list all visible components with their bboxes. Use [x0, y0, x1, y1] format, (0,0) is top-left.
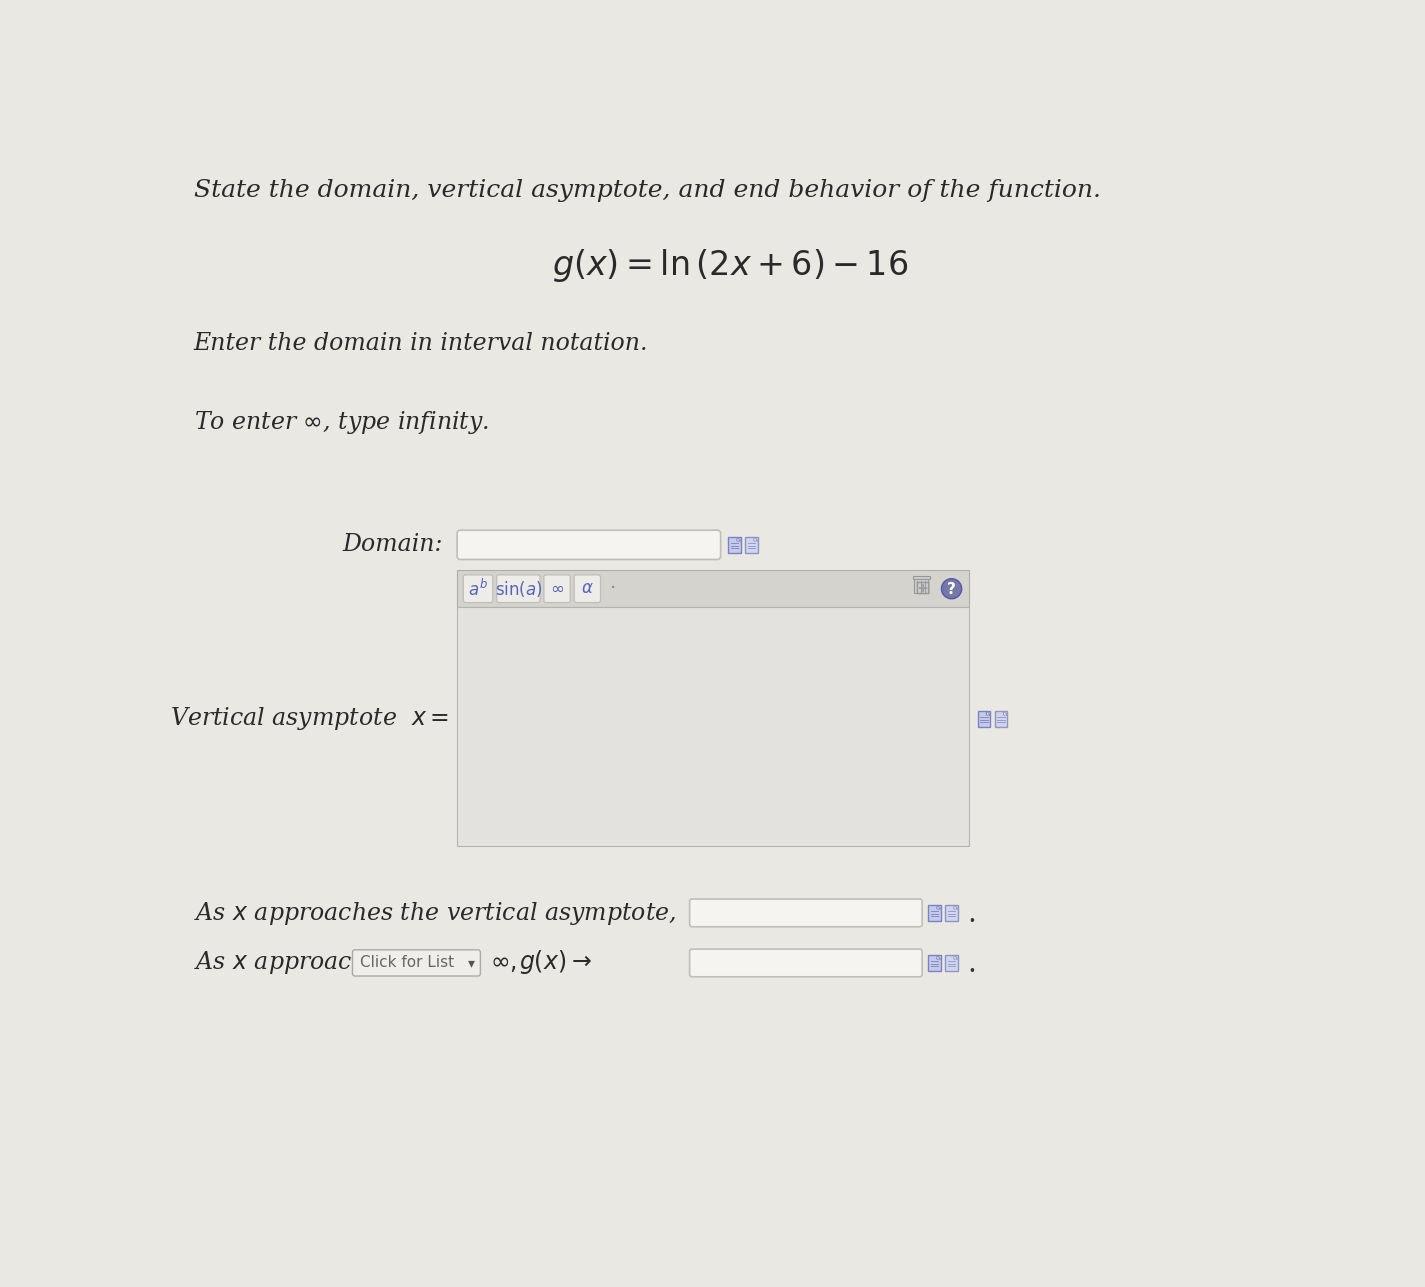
Bar	[945, 955, 958, 970]
Text: .: .	[968, 901, 976, 928]
Polygon shape	[754, 537, 758, 541]
Text: State the domain, vertical asymptote, and end behavior of the function.: State the domain, vertical asymptote, an…	[194, 179, 1100, 202]
Circle shape	[942, 579, 962, 598]
Text: $\infty,$: $\infty,$	[490, 951, 516, 974]
Text: ⊞: ⊞	[913, 579, 931, 598]
Text: Vertical asymptote  $x =$: Vertical asymptote $x =$	[171, 705, 449, 732]
FancyBboxPatch shape	[544, 575, 570, 602]
Text: Enter the domain in interval notation.: Enter the domain in interval notation.	[194, 332, 648, 354]
Bar	[928, 905, 941, 920]
Text: ·: ·	[610, 579, 616, 598]
FancyBboxPatch shape	[457, 530, 721, 560]
FancyBboxPatch shape	[497, 575, 540, 602]
Polygon shape	[936, 905, 940, 909]
FancyBboxPatch shape	[352, 950, 480, 976]
Text: Domain:: Domain:	[342, 533, 443, 556]
Bar	[945, 905, 958, 920]
Bar	[457, 570, 969, 607]
Bar	[913, 577, 931, 579]
Bar	[728, 537, 741, 552]
Text: Click for List: Click for List	[361, 955, 455, 970]
Bar	[745, 537, 758, 552]
Text: $\infty$: $\infty$	[550, 580, 564, 597]
Bar	[915, 578, 928, 593]
Text: $g\left(x\right) \rightarrow$: $g\left(x\right) \rightarrow$	[519, 949, 591, 976]
Bar	[995, 712, 1007, 727]
Text: $a^b$: $a^b$	[469, 578, 487, 600]
Text: ?: ?	[948, 582, 956, 597]
Bar	[457, 607, 969, 846]
FancyBboxPatch shape	[574, 575, 600, 602]
Text: To enter $\infty$, type infinity.: To enter $\infty$, type infinity.	[194, 408, 489, 435]
Polygon shape	[1003, 712, 1007, 716]
Text: As $x$ approaches: As $x$ approaches	[194, 950, 393, 977]
Text: .: .	[968, 951, 976, 978]
Polygon shape	[737, 537, 741, 541]
Text: $\alpha$: $\alpha$	[581, 580, 594, 597]
Polygon shape	[953, 905, 958, 909]
Text: ▾: ▾	[467, 956, 475, 970]
Bar	[928, 955, 941, 970]
Polygon shape	[936, 955, 940, 959]
FancyBboxPatch shape	[690, 949, 922, 977]
FancyBboxPatch shape	[463, 575, 493, 602]
Text: $g\left(x\right) = \ln\left(2x + 6\right) - 16$: $g\left(x\right) = \ln\left(2x + 6\right…	[551, 247, 908, 284]
Bar	[978, 712, 990, 727]
Polygon shape	[986, 712, 990, 716]
Text: $\sin(a)$: $\sin(a)$	[494, 579, 542, 598]
FancyBboxPatch shape	[690, 900, 922, 927]
Text: As $x$ approaches the vertical asymptote,   $g\left(x\right) \rightarrow$: As $x$ approaches the vertical asymptote…	[194, 898, 771, 927]
Polygon shape	[953, 955, 958, 959]
